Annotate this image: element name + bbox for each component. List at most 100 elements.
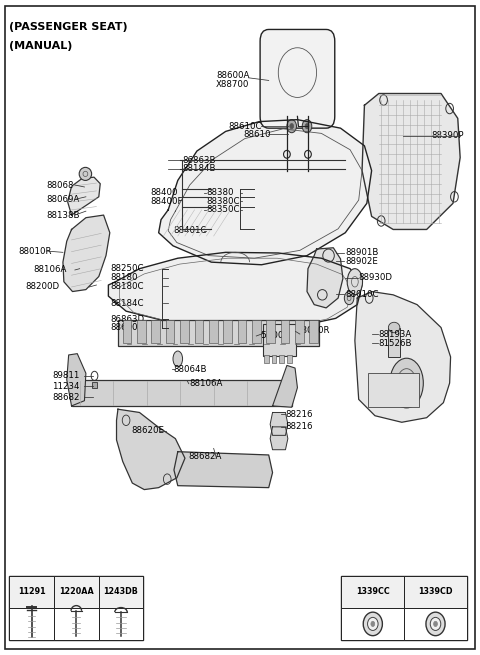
Text: 95200: 95200: [257, 331, 284, 341]
Bar: [9, 576, 54, 608]
Text: 88401C: 88401C: [173, 226, 206, 235]
Polygon shape: [174, 452, 273, 487]
Bar: [54, 608, 99, 640]
Polygon shape: [307, 248, 343, 308]
Text: 88682A: 88682A: [189, 453, 222, 461]
Polygon shape: [68, 177, 100, 215]
Text: 88069A: 88069A: [46, 195, 79, 204]
FancyBboxPatch shape: [260, 29, 335, 128]
Bar: [9, 608, 54, 640]
Ellipse shape: [344, 291, 354, 305]
Text: 89811: 89811: [52, 371, 79, 381]
Text: 88380C: 88380C: [206, 197, 240, 206]
Ellipse shape: [426, 612, 445, 636]
Bar: [166, 320, 174, 343]
Polygon shape: [273, 365, 298, 407]
Ellipse shape: [347, 269, 362, 295]
Text: 1339CD: 1339CD: [418, 587, 453, 596]
Ellipse shape: [305, 124, 309, 129]
Bar: [264, 355, 269, 363]
Polygon shape: [270, 413, 288, 436]
Bar: [137, 320, 146, 343]
Polygon shape: [108, 252, 362, 329]
Text: 88250C: 88250C: [111, 264, 144, 273]
Text: 88010R: 88010R: [18, 246, 52, 255]
Bar: [341, 608, 404, 640]
Bar: [310, 320, 318, 343]
Bar: [152, 320, 160, 343]
Bar: [194, 320, 203, 343]
Text: 88193A: 88193A: [379, 329, 412, 339]
Text: 86863B: 86863B: [182, 156, 216, 164]
Text: 88380: 88380: [206, 189, 234, 197]
Bar: [279, 355, 284, 363]
Ellipse shape: [173, 351, 182, 367]
Bar: [180, 320, 189, 343]
Text: 88138B: 88138B: [46, 210, 80, 219]
Text: 88610: 88610: [244, 130, 271, 139]
Polygon shape: [270, 427, 288, 450]
Text: 88064B: 88064B: [173, 365, 206, 374]
Bar: [287, 355, 292, 363]
Bar: [404, 576, 467, 608]
Bar: [388, 328, 400, 357]
Ellipse shape: [430, 618, 441, 631]
Text: 88180: 88180: [111, 273, 138, 282]
Text: 88184B: 88184B: [182, 164, 216, 173]
Bar: [368, 373, 419, 407]
Text: 88600G: 88600G: [111, 323, 145, 332]
Ellipse shape: [433, 622, 437, 627]
Bar: [99, 576, 144, 608]
Text: (PASSENGER SEAT): (PASSENGER SEAT): [9, 22, 128, 31]
Text: 88216: 88216: [286, 410, 313, 419]
Bar: [99, 608, 144, 640]
Text: 88216: 88216: [286, 422, 313, 432]
Text: 88390P: 88390P: [432, 132, 464, 140]
Text: 88180C: 88180C: [111, 282, 144, 291]
Polygon shape: [158, 120, 372, 265]
Ellipse shape: [302, 120, 312, 133]
Bar: [252, 320, 261, 343]
Text: 11234: 11234: [52, 382, 79, 391]
Ellipse shape: [368, 618, 378, 631]
Text: 88200D: 88200D: [25, 282, 60, 291]
Ellipse shape: [363, 612, 383, 636]
Bar: [72, 380, 292, 406]
Polygon shape: [63, 215, 110, 291]
Text: 88106A: 88106A: [33, 265, 67, 274]
Polygon shape: [67, 354, 86, 406]
Bar: [404, 608, 467, 640]
Text: 11291: 11291: [18, 587, 46, 596]
Text: 1220AA: 1220AA: [59, 587, 94, 596]
Text: 88030R: 88030R: [297, 326, 330, 335]
Polygon shape: [355, 291, 451, 422]
Polygon shape: [117, 409, 185, 489]
Text: 1339CC: 1339CC: [356, 587, 390, 596]
Text: 88682: 88682: [52, 393, 79, 402]
Text: 81526B: 81526B: [379, 339, 412, 348]
Text: 88902E: 88902E: [345, 257, 378, 266]
Bar: [263, 324, 297, 356]
Text: 88350C: 88350C: [206, 206, 240, 214]
Text: 88184C: 88184C: [111, 299, 144, 308]
Bar: [341, 576, 467, 640]
Bar: [118, 320, 319, 346]
Ellipse shape: [388, 322, 400, 333]
Bar: [272, 355, 276, 363]
Text: (MANUAL): (MANUAL): [9, 41, 72, 51]
Text: 88400F: 88400F: [150, 197, 182, 206]
Text: 88106A: 88106A: [190, 379, 223, 388]
Text: 88901B: 88901B: [345, 248, 379, 257]
Ellipse shape: [287, 120, 297, 133]
Bar: [92, 383, 97, 388]
Text: 88010C: 88010C: [345, 290, 379, 299]
Text: 88610C: 88610C: [228, 122, 262, 131]
Bar: [295, 320, 304, 343]
Ellipse shape: [371, 622, 375, 627]
Text: 88068: 88068: [46, 181, 73, 189]
Bar: [223, 320, 232, 343]
Bar: [266, 320, 275, 343]
Bar: [9, 576, 144, 640]
Bar: [281, 320, 289, 343]
Bar: [238, 320, 246, 343]
